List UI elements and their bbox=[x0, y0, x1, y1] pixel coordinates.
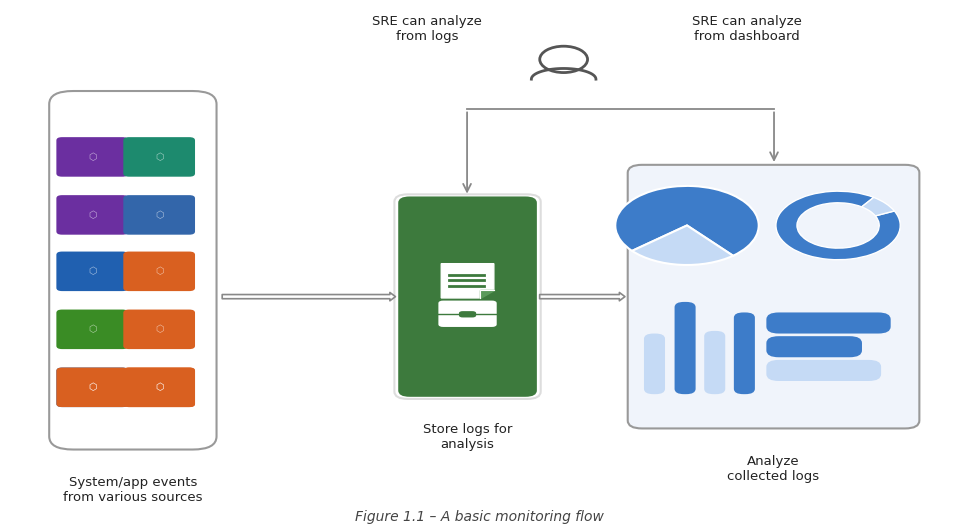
Wedge shape bbox=[862, 197, 895, 216]
Text: ⬡: ⬡ bbox=[155, 267, 163, 276]
Text: ⬡: ⬡ bbox=[155, 382, 163, 392]
Text: ⬡: ⬡ bbox=[88, 210, 97, 220]
FancyBboxPatch shape bbox=[57, 310, 129, 349]
FancyBboxPatch shape bbox=[57, 367, 129, 407]
Polygon shape bbox=[441, 264, 494, 298]
FancyBboxPatch shape bbox=[628, 165, 920, 428]
FancyBboxPatch shape bbox=[438, 301, 497, 327]
FancyBboxPatch shape bbox=[734, 313, 755, 394]
FancyBboxPatch shape bbox=[57, 195, 129, 235]
FancyBboxPatch shape bbox=[57, 252, 129, 291]
FancyBboxPatch shape bbox=[124, 195, 195, 235]
Text: Store logs for
analysis: Store logs for analysis bbox=[423, 423, 512, 451]
FancyBboxPatch shape bbox=[704, 331, 725, 394]
Text: ⬡: ⬡ bbox=[155, 382, 163, 392]
Text: ⬡: ⬡ bbox=[155, 210, 163, 220]
FancyBboxPatch shape bbox=[674, 302, 695, 394]
Text: ⬡: ⬡ bbox=[88, 324, 97, 334]
FancyBboxPatch shape bbox=[124, 310, 195, 349]
Text: Analyze
collected logs: Analyze collected logs bbox=[728, 455, 820, 483]
FancyBboxPatch shape bbox=[644, 333, 665, 394]
Text: Figure 1.1 – A basic monitoring flow: Figure 1.1 – A basic monitoring flow bbox=[355, 510, 604, 524]
FancyBboxPatch shape bbox=[398, 197, 537, 397]
Text: ⬡: ⬡ bbox=[88, 382, 97, 392]
Text: SRE can analyze
from dashboard: SRE can analyze from dashboard bbox=[692, 14, 802, 42]
FancyBboxPatch shape bbox=[124, 367, 195, 407]
Wedge shape bbox=[776, 191, 901, 260]
FancyBboxPatch shape bbox=[124, 137, 195, 176]
Text: ⬡: ⬡ bbox=[155, 324, 163, 334]
Polygon shape bbox=[480, 290, 494, 298]
Text: ⬡: ⬡ bbox=[88, 152, 97, 162]
Text: ⬡: ⬡ bbox=[155, 152, 163, 162]
FancyBboxPatch shape bbox=[57, 367, 129, 407]
FancyBboxPatch shape bbox=[766, 360, 881, 381]
FancyBboxPatch shape bbox=[124, 252, 195, 291]
Wedge shape bbox=[632, 225, 733, 265]
Text: System/app events
from various sources: System/app events from various sources bbox=[63, 476, 202, 504]
Text: ⬡: ⬡ bbox=[88, 267, 97, 276]
FancyBboxPatch shape bbox=[766, 336, 862, 357]
FancyBboxPatch shape bbox=[57, 137, 129, 176]
FancyBboxPatch shape bbox=[124, 367, 195, 407]
Text: SRE can analyze
from logs: SRE can analyze from logs bbox=[372, 14, 481, 42]
FancyBboxPatch shape bbox=[766, 313, 891, 333]
FancyBboxPatch shape bbox=[459, 311, 477, 317]
Wedge shape bbox=[616, 186, 759, 256]
Text: ⬡: ⬡ bbox=[88, 382, 97, 392]
FancyBboxPatch shape bbox=[49, 91, 217, 449]
